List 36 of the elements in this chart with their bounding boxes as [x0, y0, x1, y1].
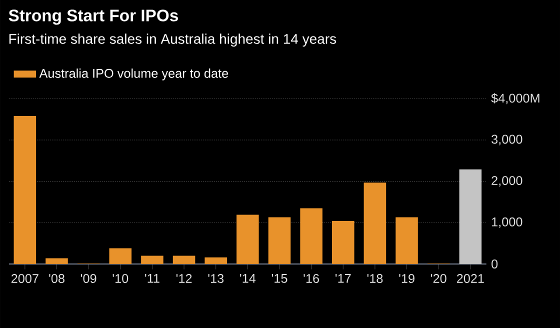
x-tick-label: '08	[49, 274, 64, 283]
y-tick-label: 3,000	[492, 134, 522, 146]
x-tick-label: '10	[112, 274, 128, 283]
x-tick-label: '18	[367, 274, 383, 283]
x-tick-label: '12	[176, 274, 192, 283]
bar	[204, 257, 227, 264]
x-tick-label: '17	[336, 274, 351, 283]
bar	[459, 169, 482, 264]
bar	[300, 208, 322, 264]
legend-label: Australia IPO volume year to date	[39, 68, 228, 80]
bar	[396, 217, 418, 264]
x-tick-label: 2021	[456, 274, 484, 283]
x-tick-label: '19	[399, 274, 414, 283]
chart-subtitle: First-time share sales in Australia highest in 14 years	[9, 34, 336, 47]
y-tick-label: 0	[492, 260, 498, 268]
bar	[172, 256, 196, 264]
bar	[141, 256, 164, 264]
bar	[14, 116, 36, 264]
y-tick-label: $4,000M	[491, 93, 540, 104]
x-tick-label: '11	[145, 274, 160, 283]
x-tick-label: '16	[304, 274, 320, 283]
x-tick-label: '13	[208, 274, 224, 283]
bar	[236, 214, 259, 264]
bar	[268, 217, 291, 264]
bar	[332, 221, 354, 264]
bar	[109, 248, 132, 264]
bar	[364, 182, 386, 264]
x-tick-label: '09	[80, 274, 96, 283]
bar	[46, 258, 68, 264]
y-tick-label: 1,000	[492, 217, 522, 228]
y-tick-label: 2,000	[492, 176, 522, 187]
x-tick-label: 2007	[11, 274, 38, 283]
chart-title: Strong Start For IPOs	[8, 10, 178, 25]
x-tick-label: '20	[430, 274, 446, 283]
x-tick-label: '14	[240, 274, 256, 283]
x-tick-label: '15	[272, 274, 288, 283]
